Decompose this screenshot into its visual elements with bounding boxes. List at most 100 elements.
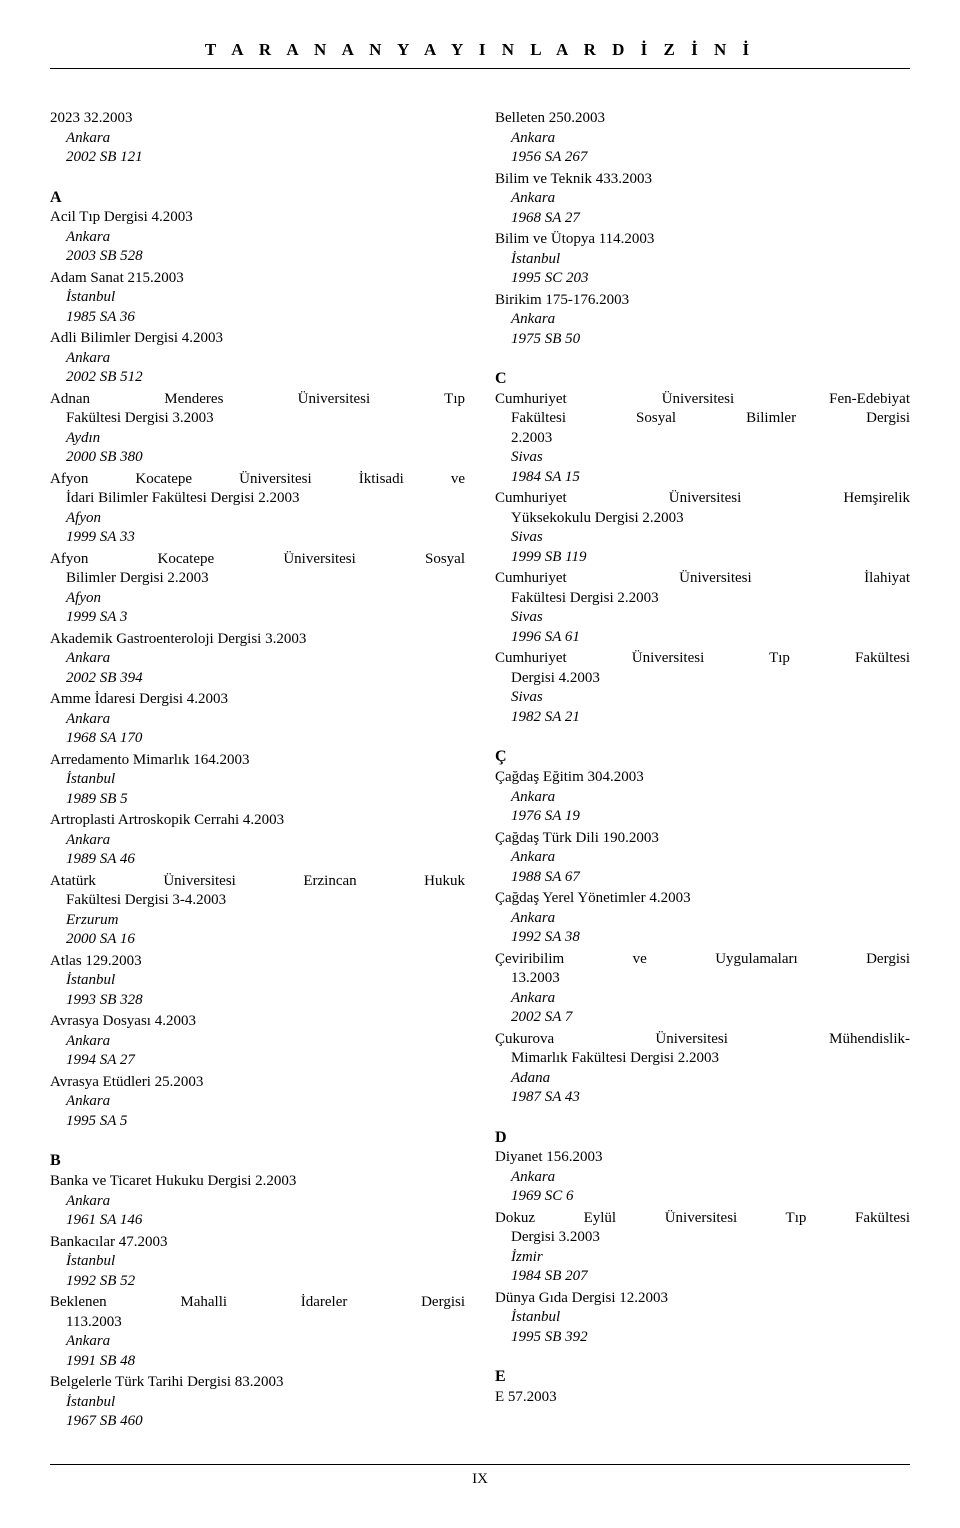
entry-title: Banka ve Ticaret Hukuku Dergisi 2.2003 [50, 1172, 465, 1192]
entry-code: 2002 SB 512 [50, 368, 465, 388]
entry-title: E 57.2003 [495, 1388, 910, 1408]
entry-title-line: Afyon Kocatepe Üniversitesi İktisadi ve [50, 470, 465, 490]
index-entry: Amme İdaresi Dergisi 4.2003Ankara1968 SA… [50, 690, 465, 749]
index-entry: Dokuz Eylül Üniversitesi Tıp FakültesiDe… [495, 1209, 910, 1287]
entry-code: 1991 SB 48 [50, 1352, 465, 1372]
entry-title: Amme İdaresi Dergisi 4.2003 [50, 690, 465, 710]
entry-title: Diyanet 156.2003 [495, 1148, 910, 1168]
index-entry: Cumhuriyet Üniversitesi Fen-EdebiyatFakü… [495, 390, 910, 488]
entry-title-line: Cumhuriyet Üniversitesi Tıp Fakültesi [495, 649, 910, 669]
entry-code: 1961 SA 146 [50, 1211, 465, 1231]
index-entry: Arredamento Mimarlık 164.2003İstanbul198… [50, 751, 465, 810]
entry-title-line: Dergisi 4.2003 [495, 669, 910, 689]
section-letter: A [50, 188, 465, 209]
entry-code: 1969 SC 6 [495, 1187, 910, 1207]
index-entry: Bilim ve Ütopya 114.2003İstanbul1995 SC … [495, 230, 910, 289]
entry-code: 1993 SB 328 [50, 991, 465, 1011]
entry-code: 2002 SA 7 [495, 1008, 910, 1028]
index-entry: Adnan Menderes Üniversitesi TıpFakültesi… [50, 390, 465, 468]
entry-location: Ankara [495, 909, 910, 929]
entry-code: 1999 SB 119 [495, 548, 910, 568]
index-entry: Afyon Kocatepe Üniversitesi SosyalBiliml… [50, 550, 465, 628]
entry-location: Sivas [495, 528, 910, 548]
entry-location: Aydın [50, 429, 465, 449]
entry-location: Ankara [50, 710, 465, 730]
index-entry: Avrasya Etüdleri 25.2003Ankara1995 SA 5 [50, 1073, 465, 1132]
entry-title-line: 13.2003 [495, 969, 910, 989]
index-entry: Atatürk Üniversitesi Erzincan HukukFakül… [50, 872, 465, 950]
entry-location: Ankara [50, 1032, 465, 1052]
entry-location: Ankara [50, 1192, 465, 1212]
index-entry: Çeviribilim ve Uygulamaları Dergisi13.20… [495, 950, 910, 1028]
index-entry: Adam Sanat 215.2003İstanbul1985 SA 36 [50, 269, 465, 328]
entry-title: Bilim ve Teknik 433.2003 [495, 170, 910, 190]
entry-title-line: Fakültesi Dergisi 3-4.2003 [50, 891, 465, 911]
page-header: T A R A N A N Y A Y I N L A R D İ Z İ N … [50, 40, 910, 60]
index-entry: Çağdaş Eğitim 304.2003Ankara1976 SA 19 [495, 768, 910, 827]
entry-title-line: Çeviribilim ve Uygulamaları Dergisi [495, 950, 910, 970]
entry-title: Akademik Gastroenteroloji Dergisi 3.2003 [50, 630, 465, 650]
entry-code: 2002 SB 121 [50, 148, 465, 168]
entry-title: Belleten 250.2003 [495, 109, 910, 129]
entry-title: Belgelerle Türk Tarihi Dergisi 83.2003 [50, 1373, 465, 1393]
right-column: Belleten 250.2003Ankara1956 SA 267Bilim … [495, 109, 910, 1434]
entry-code: 1956 SA 267 [495, 148, 910, 168]
index-entry: Acil Tıp Dergisi 4.2003Ankara2003 SB 528 [50, 208, 465, 267]
entry-title-line: Yüksekokulu Dergisi 2.2003 [495, 509, 910, 529]
entry-location: Sivas [495, 688, 910, 708]
entry-location: Ankara [495, 189, 910, 209]
entry-title: Adli Bilimler Dergisi 4.2003 [50, 329, 465, 349]
entry-title: Avrasya Dosyası 4.2003 [50, 1012, 465, 1032]
entry-location: Ankara [495, 129, 910, 149]
entry-location: İstanbul [50, 288, 465, 308]
index-entry: Banka ve Ticaret Hukuku Dergisi 2.2003An… [50, 1172, 465, 1231]
index-entry: E 57.2003 [495, 1388, 910, 1408]
entry-title: Arredamento Mimarlık 164.2003 [50, 751, 465, 771]
entry-title: Çağdaş Eğitim 304.2003 [495, 768, 910, 788]
section-letter: D [495, 1128, 910, 1149]
section-letter: Ç [495, 747, 910, 768]
index-entry: Adli Bilimler Dergisi 4.2003Ankara2002 S… [50, 329, 465, 388]
entry-location: Ankara [50, 1092, 465, 1112]
entry-title-line: Fakültesi Dergisi 3.2003 [50, 409, 465, 429]
entry-code: 1968 SA 27 [495, 209, 910, 229]
footer-rule [50, 1464, 910, 1465]
entry-title: Birikim 175-176.2003 [495, 291, 910, 311]
entry-title: Çağdaş Yerel Yönetimler 4.2003 [495, 889, 910, 909]
index-entry: Bankacılar 47.2003İstanbul1992 SB 52 [50, 1233, 465, 1292]
entry-location: İstanbul [50, 1252, 465, 1272]
entry-title-line: 113.2003 [50, 1313, 465, 1333]
entry-title-line: Atatürk Üniversitesi Erzincan Hukuk [50, 872, 465, 892]
index-entry: Bilim ve Teknik 433.2003Ankara1968 SA 27 [495, 170, 910, 229]
entry-location: İstanbul [495, 250, 910, 270]
index-entry: Cumhuriyet Üniversitesi Tıp FakültesiDer… [495, 649, 910, 727]
entry-title: Adam Sanat 215.2003 [50, 269, 465, 289]
entry-location: Sivas [495, 448, 910, 468]
entry-title-line: Fakültesi Sosyal Bilimler Dergisi [495, 409, 910, 429]
entry-title: Çağdaş Türk Dili 190.2003 [495, 829, 910, 849]
section-letter: E [495, 1367, 910, 1388]
entry-location: Ankara [495, 788, 910, 808]
index-entry: Birikim 175-176.2003Ankara1975 SB 50 [495, 291, 910, 350]
entry-code: 1976 SA 19 [495, 807, 910, 827]
entry-code: 1989 SB 5 [50, 790, 465, 810]
entry-title-line: Bilimler Dergisi 2.2003 [50, 569, 465, 589]
page-number: IX [50, 1471, 910, 1488]
entry-code: 1999 SA 3 [50, 608, 465, 628]
entry-code: 2003 SB 528 [50, 247, 465, 267]
entry-title: Bilim ve Ütopya 114.2003 [495, 230, 910, 250]
entry-title-line: Cumhuriyet Üniversitesi Fen-Edebiyat [495, 390, 910, 410]
index-entry: Belleten 250.2003Ankara1956 SA 267 [495, 109, 910, 168]
header-rule [50, 68, 910, 69]
entry-code: 1968 SA 170 [50, 729, 465, 749]
entry-code: 1995 SA 5 [50, 1112, 465, 1132]
entry-location: Ankara [495, 310, 910, 330]
index-entry: Avrasya Dosyası 4.2003Ankara1994 SA 27 [50, 1012, 465, 1071]
content-columns: 2023 32.2003Ankara2002 SB 121 AAcil Tıp D… [50, 109, 910, 1434]
entry-title-line: Fakültesi Dergisi 2.2003 [495, 589, 910, 609]
entry-title: Atlas 129.2003 [50, 952, 465, 972]
index-entry: 2023 32.2003Ankara2002 SB 121 [50, 109, 465, 168]
entry-code: 1967 SB 460 [50, 1412, 465, 1432]
entry-code: 1985 SA 36 [50, 308, 465, 328]
entry-code: 2000 SB 380 [50, 448, 465, 468]
